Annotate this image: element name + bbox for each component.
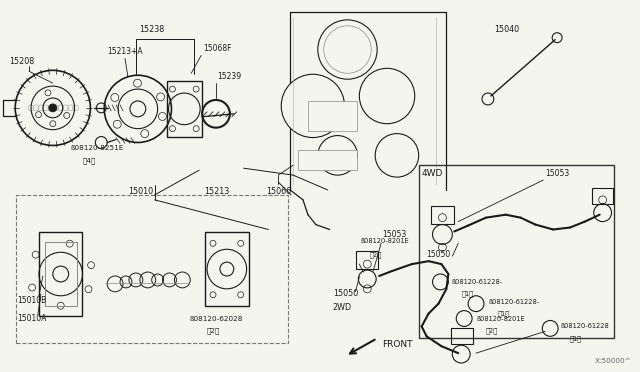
Text: 4WD: 4WD	[422, 169, 443, 178]
Text: （1）: （1）	[461, 291, 474, 297]
Text: （2）: （2）	[486, 327, 498, 334]
Bar	[356, 251, 378, 269]
Text: 15040: 15040	[494, 25, 519, 34]
Circle shape	[318, 20, 377, 79]
Text: 15068F: 15068F	[203, 44, 232, 53]
Bar	[451, 328, 473, 344]
Text: ß08120-8251E: ß08120-8251E	[70, 145, 124, 151]
Text: ß08120-61228: ß08120-61228	[560, 323, 609, 330]
Text: 15238: 15238	[139, 25, 164, 34]
Text: 15010: 15010	[128, 187, 154, 196]
Text: （2）: （2）	[369, 251, 381, 257]
Bar	[298, 150, 357, 170]
Text: 15010B: 15010B	[17, 296, 47, 305]
Bar	[166, 81, 202, 137]
Bar	[308, 101, 357, 131]
Text: （1）: （1）	[570, 335, 582, 341]
Text: ß08120-8201E: ß08120-8201E	[476, 315, 525, 321]
Text: 15053: 15053	[545, 169, 570, 178]
Text: （1）: （1）	[498, 310, 510, 317]
Circle shape	[375, 134, 419, 177]
Text: X:50000^: X:50000^	[595, 358, 632, 364]
Text: ß08120-61228-: ß08120-61228-	[488, 299, 539, 305]
Text: 15208: 15208	[10, 57, 35, 66]
Text: 15053: 15053	[382, 230, 406, 239]
Text: 15010A: 15010A	[17, 314, 47, 323]
Bar	[39, 232, 83, 315]
Bar	[431, 206, 454, 224]
Text: 15050: 15050	[333, 289, 358, 298]
Circle shape	[49, 104, 57, 112]
Text: FRONT: FRONT	[382, 340, 413, 349]
Text: （2）: （2）	[207, 327, 220, 334]
Bar	[419, 165, 614, 338]
Circle shape	[359, 68, 415, 124]
Text: 15050: 15050	[427, 250, 451, 259]
Text: ß08120-61228-: ß08120-61228-	[451, 279, 502, 285]
Text: 15066: 15066	[266, 187, 291, 196]
Circle shape	[318, 135, 357, 175]
Bar	[45, 243, 77, 306]
Bar	[205, 232, 248, 306]
Bar	[592, 188, 614, 204]
Text: ß08120-8201E: ß08120-8201E	[360, 238, 409, 244]
Bar	[16, 195, 288, 343]
Circle shape	[281, 74, 344, 138]
Text: 15213+A: 15213+A	[107, 47, 143, 56]
Text: ß08120-62028: ß08120-62028	[189, 315, 243, 321]
Text: 2WD: 2WD	[333, 303, 352, 312]
Text: 15239: 15239	[217, 72, 241, 81]
Text: （4）: （4）	[83, 157, 96, 164]
Text: 15213: 15213	[204, 187, 230, 196]
